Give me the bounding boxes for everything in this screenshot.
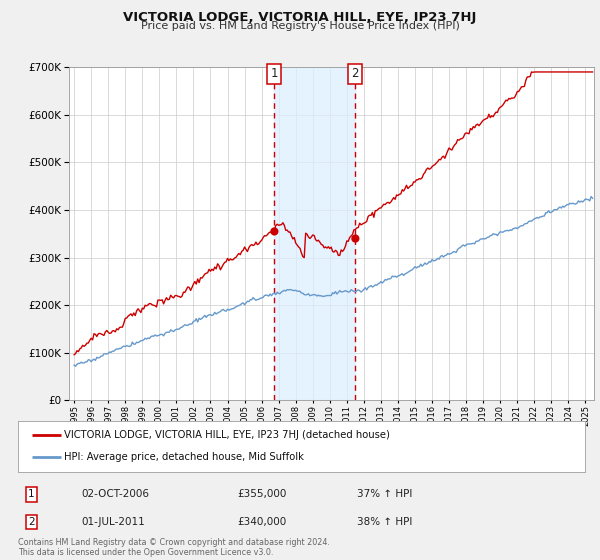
Text: 1: 1	[28, 489, 35, 500]
Text: Price paid vs. HM Land Registry's House Price Index (HPI): Price paid vs. HM Land Registry's House …	[140, 21, 460, 31]
Text: 1: 1	[271, 67, 278, 80]
Text: 38% ↑ HPI: 38% ↑ HPI	[357, 517, 412, 527]
Text: £340,000: £340,000	[237, 517, 286, 527]
Text: HPI: Average price, detached house, Mid Suffolk: HPI: Average price, detached house, Mid …	[64, 452, 304, 463]
Text: 02-OCT-2006: 02-OCT-2006	[81, 489, 149, 500]
Text: VICTORIA LODGE, VICTORIA HILL, EYE, IP23 7HJ (detached house): VICTORIA LODGE, VICTORIA HILL, EYE, IP23…	[64, 430, 391, 440]
Point	[269, 227, 279, 236]
Text: 2: 2	[352, 67, 359, 80]
Point	[350, 234, 360, 243]
Bar	[274, 67, 355, 400]
Text: 37% ↑ HPI: 37% ↑ HPI	[357, 489, 412, 500]
Text: VICTORIA LODGE, VICTORIA HILL, EYE, IP23 7HJ: VICTORIA LODGE, VICTORIA HILL, EYE, IP23…	[124, 11, 476, 24]
Text: 2: 2	[28, 517, 35, 527]
Text: 01-JUL-2011: 01-JUL-2011	[81, 517, 145, 527]
Text: £355,000: £355,000	[237, 489, 286, 500]
Text: Contains HM Land Registry data © Crown copyright and database right 2024.
This d: Contains HM Land Registry data © Crown c…	[18, 538, 330, 557]
